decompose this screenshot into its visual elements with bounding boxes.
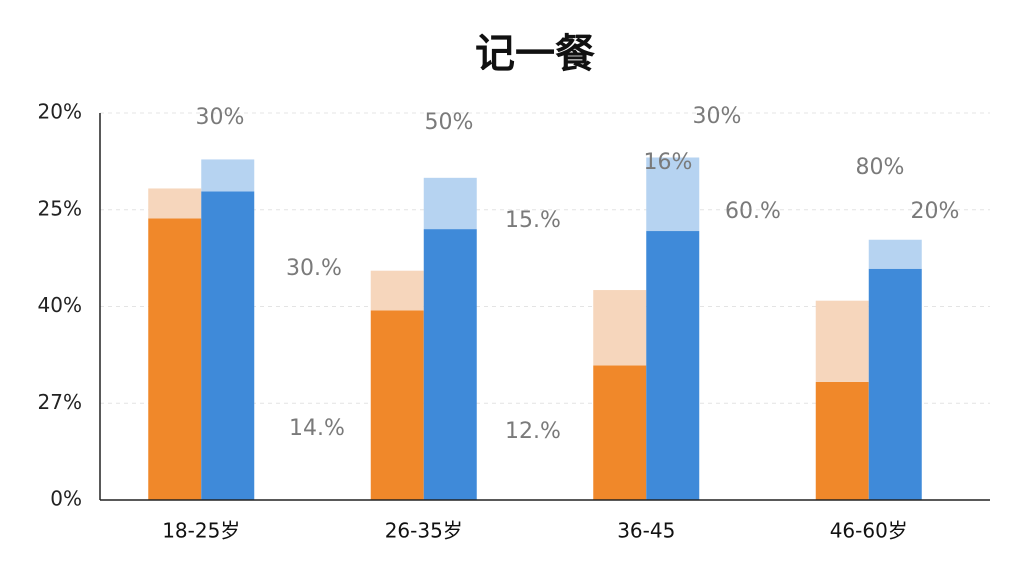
bar-segment <box>593 290 647 366</box>
bar-segment <box>201 191 255 500</box>
annotation: 30% <box>196 105 245 130</box>
bar-segment <box>148 188 202 219</box>
bar-segment <box>868 239 922 269</box>
bar-segment <box>423 177 477 230</box>
bar-segment <box>423 229 477 500</box>
bar-segment <box>370 310 424 500</box>
bar-segment <box>815 300 869 382</box>
x-tick-label: 46-60岁 <box>830 519 908 543</box>
bar-segment <box>646 231 700 500</box>
y-tick-label: 0% <box>50 487 82 511</box>
y-tick-label: 20% <box>38 100 82 124</box>
annotation: 60.% <box>725 199 781 224</box>
annotation: 30% <box>693 104 742 129</box>
annotation: 12.% <box>505 419 561 444</box>
x-tick-label: 18-25岁 <box>162 519 240 543</box>
annotation: 30.% <box>286 256 342 281</box>
bar-segment <box>815 381 869 500</box>
annotation: 14.% <box>289 416 345 441</box>
y-tick-label: 25% <box>38 196 82 220</box>
annotation: 80% <box>856 155 905 180</box>
bar-segment <box>868 268 922 500</box>
bar-segment <box>201 159 255 192</box>
annotation: 16% <box>644 150 693 175</box>
bar-segment <box>646 157 700 232</box>
x-tick-label: 36-45 <box>617 519 675 543</box>
annotation: 15.% <box>505 208 561 233</box>
bar-segment <box>593 365 647 500</box>
annotation: 50% <box>425 110 474 135</box>
bar-segment <box>148 218 202 500</box>
y-tick-label: 27% <box>38 390 82 414</box>
chart-title: 记一餐 <box>475 31 595 77</box>
y-tick-label: 40% <box>38 293 82 317</box>
bar-segment <box>370 270 424 311</box>
x-tick-label: 26-35岁 <box>385 519 463 543</box>
annotation: 20% <box>911 199 960 224</box>
